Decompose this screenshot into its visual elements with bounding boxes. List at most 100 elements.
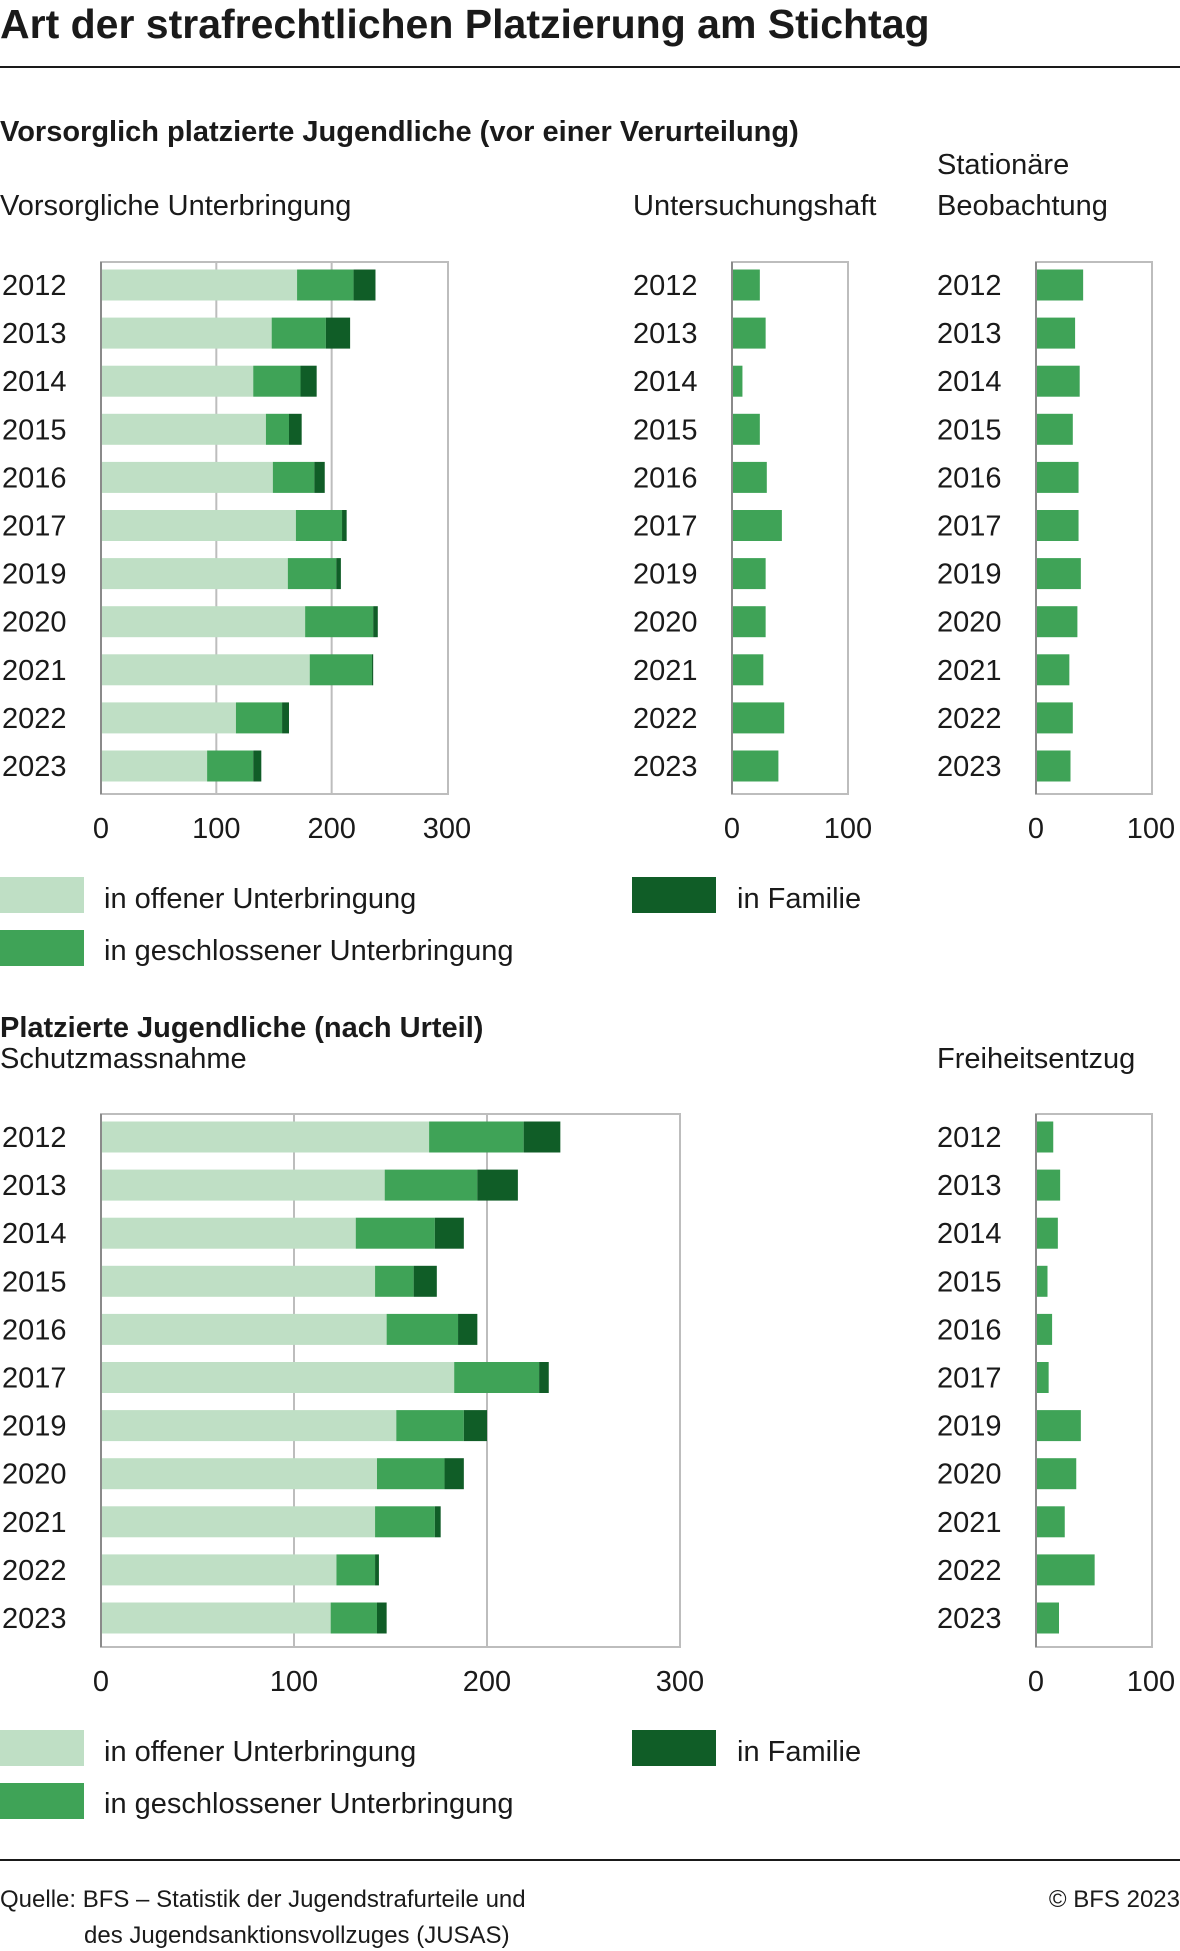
chart1-bar-2012-s3 [353, 269, 376, 301]
chart5-bar-2014 [1036, 1217, 1058, 1249]
chart4-bar-2019-s3 [463, 1410, 487, 1442]
chart1-category-label: 2021 [2, 655, 67, 687]
legend1-label-geschlossen: in geschlossener Unterbringung [104, 935, 513, 967]
chart4-category-label: 2023 [2, 1603, 67, 1635]
chart1-bar-2020-s2 [305, 606, 374, 638]
chart4-bar-2017-s3 [539, 1362, 549, 1393]
source-line-2: des Jugendsanktionsvollzuges (JUSAS) [84, 1922, 510, 1949]
chart5-bar-2021 [1036, 1506, 1065, 1538]
chart1-category-label: 2023 [2, 751, 67, 783]
chart2-bar-2016 [732, 461, 767, 493]
chart4-bar-2019-s2 [396, 1410, 464, 1442]
copyright: © BFS 2023 [1049, 1886, 1180, 1913]
chart1-bar-2020-s1 [101, 606, 306, 638]
chart2-category-label: 2022 [633, 703, 698, 735]
chart2-bar-2013 [732, 317, 766, 349]
chart4-bar-2013-s3 [477, 1169, 518, 1201]
chart1-bar-2017-s2 [295, 510, 343, 541]
chart2-category-label: 2016 [633, 462, 698, 494]
chart3-bar-2014 [1036, 365, 1080, 397]
source-line-1: Quelle: BFS – Statistik der Jugendstrafu… [0, 1886, 526, 1913]
chart2-category-label: 2017 [633, 511, 698, 543]
chart5-bar-2019 [1036, 1410, 1081, 1442]
chart3-bar-2020 [1036, 606, 1078, 638]
chart4-category-label: 2022 [2, 1555, 67, 1587]
chart4-bar-2016-s1 [101, 1313, 387, 1345]
chart4-bar-2022-s1 [101, 1554, 337, 1586]
chart3-category-label: 2014 [937, 366, 1002, 398]
chart3-tick-label: 0 [1028, 813, 1044, 845]
chart1-bar-2021-s3 [372, 654, 374, 686]
chart3-category-label: 2022 [937, 703, 1002, 735]
chart1-bar-2020-s3 [373, 606, 378, 638]
chart3-bar-2015 [1036, 413, 1073, 445]
chart4-bar-2023-s2 [330, 1602, 377, 1634]
chart4-bar-2014-s1 [101, 1217, 356, 1249]
chart2-title: Untersuchungshaft [633, 190, 876, 222]
chart4-bar-2017-s2 [454, 1362, 540, 1393]
legend1-label-offen: in offener Unterbringung [104, 883, 416, 915]
chart1-bar-2019-s2 [287, 558, 337, 590]
chart3-category-label: 2020 [937, 607, 1002, 639]
chart4-bar-2022-s3 [375, 1554, 379, 1586]
chart2-bar-2019 [732, 558, 766, 590]
chart2-bar-2022 [732, 702, 785, 734]
chart4-bar-2020-s3 [444, 1458, 464, 1490]
chart5-bar-2020 [1036, 1458, 1077, 1490]
chart2-bar-2015 [732, 413, 760, 445]
chart5-tick-label: 0 [1028, 1666, 1044, 1698]
chart3-bar-2021 [1036, 654, 1070, 686]
chart5-category-label: 2020 [937, 1459, 1002, 1491]
chart4-category-label: 2017 [2, 1363, 67, 1395]
chart3-bar-2013 [1036, 317, 1076, 349]
chart2-category-label: 2013 [633, 318, 698, 350]
chart3-tick-label: 100 [1127, 813, 1175, 845]
chart4-bar-2015-s2 [375, 1265, 414, 1297]
section2-title: Platzierte Jugendliche (nach Urteil) [0, 1012, 483, 1044]
chart4-category-label: 2015 [2, 1266, 67, 1298]
chart4-bar-2012-s3 [523, 1121, 561, 1153]
chart4-bar-2017-s1 [101, 1362, 455, 1393]
chart4-bar-2020-s2 [376, 1458, 445, 1490]
chart2-bar-2014 [732, 365, 743, 397]
chart4-bar-2014-s2 [355, 1217, 435, 1249]
section1-title: Vorsorglich platzierte Jugendliche (vor … [0, 116, 799, 148]
chart3-category-label: 2019 [937, 559, 1002, 591]
chart4-bar-2021-s2 [375, 1506, 435, 1538]
chart4-bar-2020-s1 [101, 1458, 377, 1490]
chart1-category-label: 2020 [2, 607, 67, 639]
chart2-category-label: 2023 [633, 751, 698, 783]
chart5-category-label: 2021 [937, 1507, 1002, 1539]
chart1-bar-2022-s1 [101, 702, 236, 734]
chart1-category-label: 2015 [2, 414, 67, 446]
chart3-category-label: 2017 [937, 511, 1002, 543]
chart4-tick-label: 200 [463, 1666, 511, 1698]
legend2-label-familie: in Familie [737, 1736, 861, 1768]
chart4-tick-label: 300 [656, 1666, 704, 1698]
chart3-category-label: 2015 [937, 414, 1002, 446]
chart4-bar-2013-s2 [384, 1169, 478, 1201]
chart1-bar-2022-s2 [235, 702, 283, 734]
chart4-title: Schutzmassnahme [0, 1043, 247, 1075]
chart5-category-label: 2019 [937, 1411, 1002, 1443]
chart4-bar-2023-s3 [376, 1602, 387, 1634]
charts-layer: Vorsorgliche Unterbringung 2012 2013 2014 20… [0, 149, 1175, 1698]
chart2-bar-2021 [732, 654, 764, 686]
chart5-bar-2012 [1036, 1121, 1054, 1153]
chart5-bar-2013 [1036, 1169, 1061, 1201]
chart2-tick-label: 100 [824, 813, 872, 845]
chart2-category-label: 2015 [633, 414, 698, 446]
chart1-bar-2023-s3 [253, 750, 262, 782]
chart3-bar-2012 [1036, 269, 1084, 301]
chart1-bar-2017-s3 [342, 510, 347, 541]
chart4-bar-2022-s2 [336, 1554, 376, 1586]
chart1-bar-2022-s3 [282, 702, 289, 734]
chart1-bar-2019-s3 [336, 558, 341, 590]
chart4-category-label: 2013 [2, 1170, 67, 1202]
chart4-bar-2019-s1 [101, 1410, 397, 1442]
chart1-category-label: 2013 [2, 318, 67, 350]
legend1-swatch-familie [632, 877, 716, 913]
chart2-bar-2023 [732, 750, 779, 782]
chart4-bar-2023-s1 [101, 1602, 331, 1634]
chart2-tick-label: 0 [724, 813, 740, 845]
